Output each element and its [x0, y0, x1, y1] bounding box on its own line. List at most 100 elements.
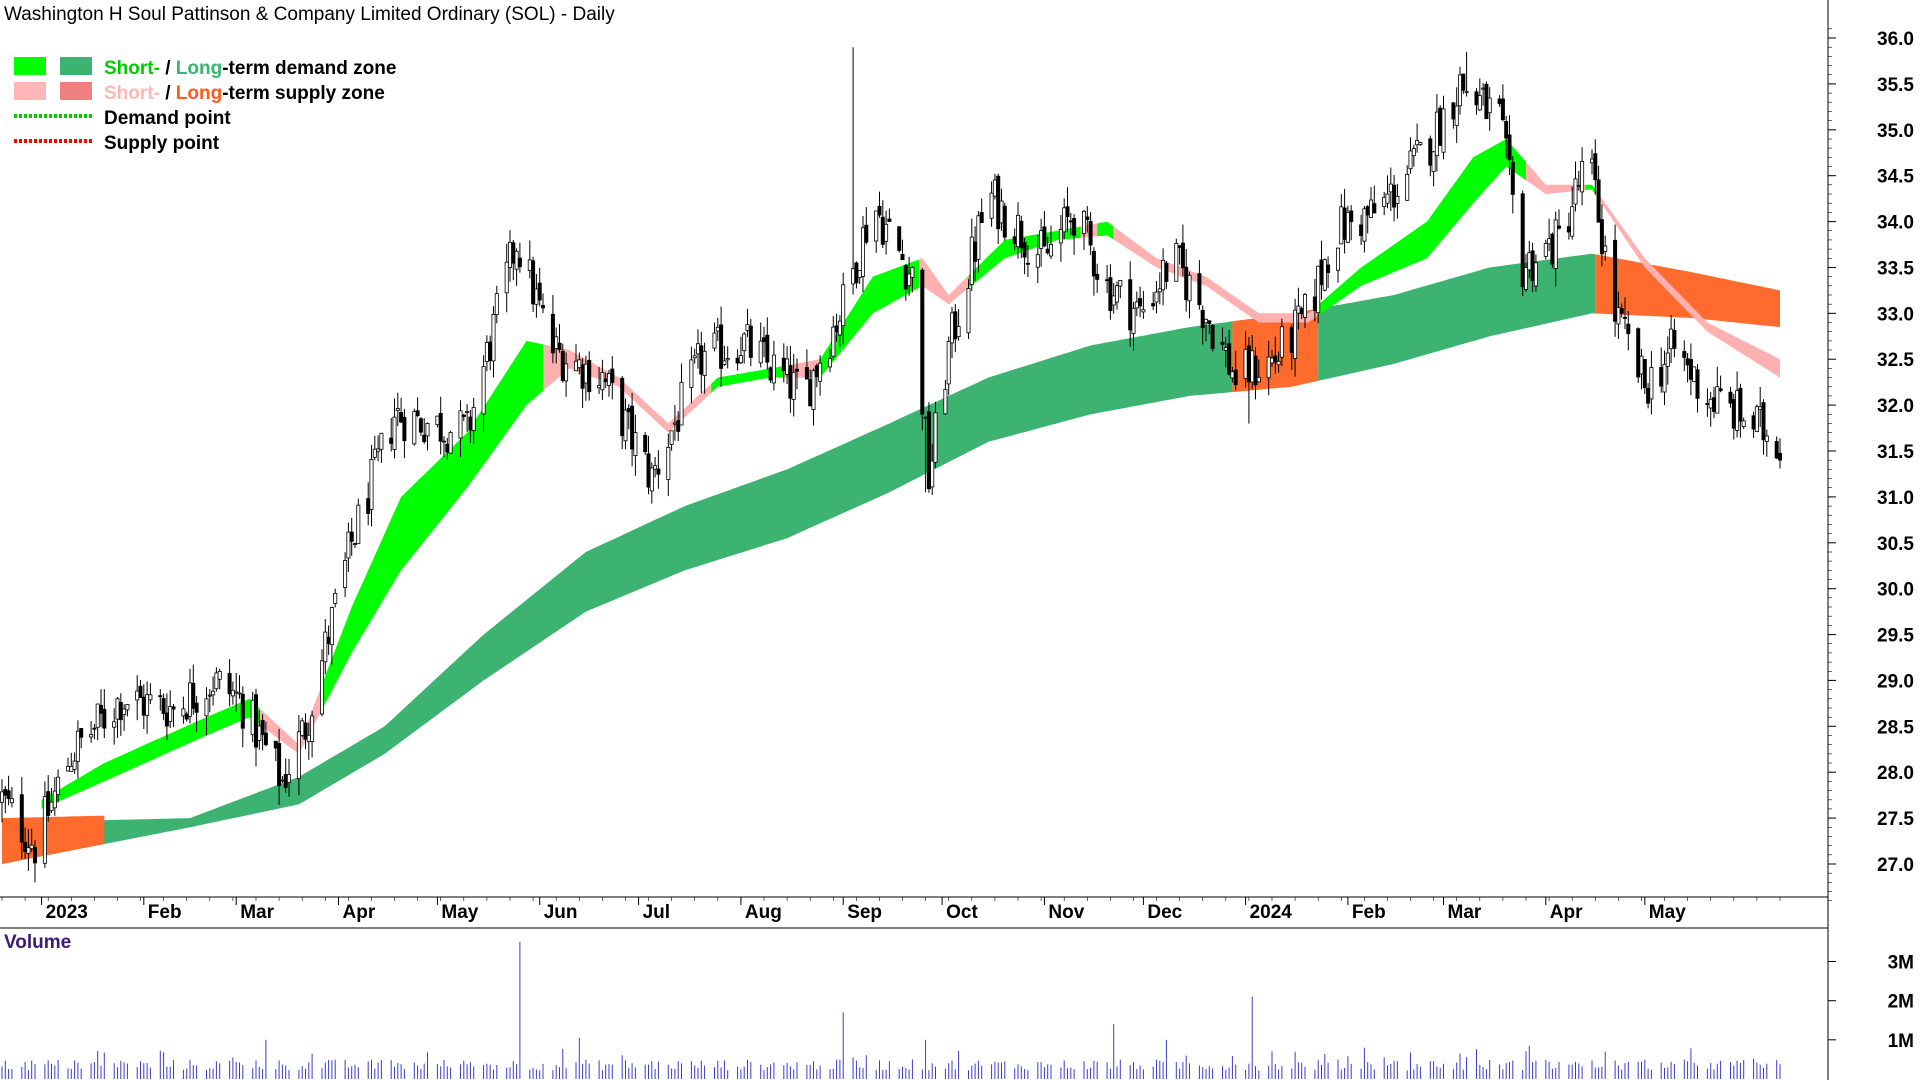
candle — [1362, 205, 1367, 253]
candle — [1500, 84, 1505, 122]
candle — [811, 368, 816, 426]
candle — [448, 430, 453, 454]
date-tick-label: Jun — [544, 902, 578, 923]
candle — [719, 306, 724, 387]
candle — [930, 443, 935, 495]
candle — [89, 721, 94, 743]
candle — [1596, 165, 1601, 223]
legend-swatch — [14, 57, 46, 75]
legend-entry: Short- / Long-term demand zone — [14, 57, 396, 79]
candle — [564, 352, 569, 397]
legend-label: Short- / Long-term demand zone — [104, 58, 396, 79]
candle — [841, 272, 846, 345]
candle — [1395, 183, 1400, 219]
price-tick-label: 36.0 — [1877, 29, 1914, 50]
price-tick-label: 33.0 — [1877, 304, 1914, 325]
date-tick-label: Sep — [847, 902, 882, 923]
price-tick-label: 28.0 — [1877, 763, 1914, 784]
axes — [0, 0, 1829, 1080]
candle — [758, 322, 763, 368]
candle — [630, 392, 635, 467]
candle — [956, 309, 961, 341]
candle — [554, 327, 559, 364]
candle — [379, 432, 384, 463]
candle — [1072, 214, 1077, 255]
candle — [771, 340, 776, 391]
candle — [33, 840, 38, 883]
short-term-supply-zone — [919, 258, 969, 305]
date-tick-label: Dec — [1147, 902, 1182, 923]
legend-swatch — [60, 82, 92, 100]
candle — [541, 293, 546, 314]
candle — [531, 256, 536, 312]
candle — [145, 681, 150, 734]
candle — [900, 239, 905, 261]
short-term-demand-zone — [1318, 139, 1526, 316]
candle — [1118, 279, 1123, 299]
candle — [877, 191, 882, 218]
candle — [204, 687, 209, 736]
candle — [1764, 429, 1769, 457]
candle — [976, 211, 981, 273]
candle — [1626, 311, 1631, 351]
candle — [1276, 351, 1281, 373]
candle — [587, 351, 592, 401]
candle — [1293, 298, 1298, 377]
legend-label: Supply point — [104, 133, 220, 154]
date-tick-label: Mar — [240, 902, 274, 923]
candle — [112, 708, 117, 745]
candle — [907, 256, 912, 296]
candle — [1593, 139, 1598, 195]
candle — [818, 355, 823, 396]
candle — [303, 713, 308, 750]
candle — [263, 721, 268, 747]
price-tick-label: 34.5 — [1877, 167, 1914, 188]
candle — [1273, 336, 1278, 374]
legend-entry: Supply point — [14, 133, 220, 154]
candle — [425, 422, 430, 451]
volume-label: Volume — [4, 932, 71, 953]
candle — [738, 336, 743, 364]
candle — [1603, 235, 1608, 261]
short-term-demand-zone — [711, 366, 784, 393]
short-term-supply-zone — [1526, 161, 1586, 194]
candle — [1128, 261, 1133, 347]
candle — [323, 619, 328, 675]
candle — [1065, 187, 1070, 233]
candle — [887, 208, 892, 223]
candle — [1520, 190, 1525, 296]
candle — [1464, 51, 1469, 97]
candle — [300, 717, 305, 738]
candle — [1411, 144, 1416, 167]
date-tick-label: 2024 — [1250, 902, 1293, 923]
candle — [277, 728, 282, 805]
candle — [643, 432, 648, 455]
price-tick-label: 35.0 — [1877, 121, 1914, 142]
date-tick-label: Aug — [745, 902, 782, 923]
candle — [395, 392, 400, 427]
candle — [441, 436, 446, 457]
candle — [56, 769, 61, 803]
candle — [1322, 258, 1327, 292]
candle — [946, 336, 951, 396]
candle — [666, 433, 671, 497]
candle — [1372, 185, 1377, 214]
candle — [943, 379, 948, 415]
price-tick-label: 31.5 — [1877, 442, 1914, 463]
candle — [1049, 225, 1054, 259]
candle — [979, 198, 984, 224]
candle — [412, 408, 417, 446]
candle — [1187, 271, 1192, 319]
chart-title: Washington H Soul Pattinson & Company Li… — [4, 4, 615, 25]
candle — [23, 827, 28, 859]
candle — [1025, 245, 1030, 277]
candle — [1138, 286, 1143, 318]
candle — [1774, 436, 1779, 460]
candle — [537, 267, 542, 307]
candle — [240, 686, 245, 748]
candle — [933, 401, 938, 468]
candle — [369, 444, 374, 527]
candle — [550, 294, 555, 364]
candle — [1431, 151, 1436, 187]
